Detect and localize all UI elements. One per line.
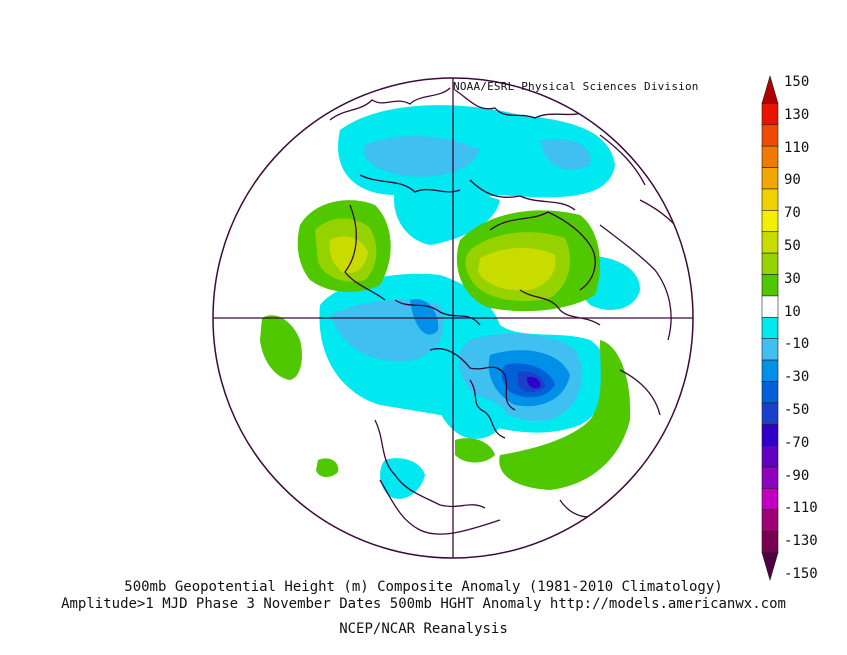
- colorbar-label: 110: [784, 139, 810, 156]
- colorbar-segment: [761, 188, 779, 211]
- central-negative-region: [319, 273, 609, 433]
- colorbar-segment: [761, 210, 779, 233]
- colorbar-segment: [761, 338, 779, 361]
- north-pacific-positive-region: [297, 200, 391, 292]
- colorbar-label: 50: [784, 238, 801, 254]
- colorbar-segment: [761, 509, 779, 532]
- atlantic-small-positive-region: [455, 438, 495, 463]
- colorbar-segment: [761, 445, 779, 468]
- colorbar-segment: [761, 317, 779, 339]
- caption-line-1: 500mb Geopotential Height (m) Composite …: [124, 579, 723, 595]
- gulf-negative-region: [380, 458, 425, 499]
- pacific-small-positive-region: [316, 458, 339, 478]
- colorbar-label: -10: [784, 336, 810, 353]
- colorbar-segment: [761, 167, 779, 190]
- colorbar-segment: [761, 381, 779, 404]
- colorbar-segment: [761, 124, 779, 147]
- colorbar-segment: [761, 145, 779, 168]
- colorbar-segment: [761, 74, 779, 104]
- colorbar-segment: [761, 466, 779, 489]
- colorbar-segment: [761, 231, 779, 254]
- coastlines: [329, 87, 689, 535]
- colorbar-label: 90: [784, 172, 801, 189]
- hudson-bay-negative-region: [438, 393, 505, 439]
- colorbar-segment: [761, 530, 779, 553]
- credit-text: NOAA/ESRL Physical Sciences Division: [453, 80, 699, 93]
- colorbar-segment: [761, 488, 779, 511]
- arctic-negative-region: [338, 105, 615, 245]
- colorbar-label: 70: [784, 205, 801, 222]
- colorbar-segment: [761, 423, 779, 446]
- colorbar-label: -110: [784, 500, 818, 517]
- colorbar-label: -30: [784, 369, 810, 386]
- colorbar-label: 130: [784, 106, 810, 123]
- colorbar-segment: [761, 274, 779, 297]
- colorbar-segment: [761, 103, 779, 126]
- caption-line-2: Amplitude>1 MJD Phase 3 November Dates 5…: [61, 596, 786, 612]
- central-pacific-positive-region: [260, 315, 302, 380]
- caption-line-3: NCEP/NCAR Reanalysis: [339, 621, 508, 637]
- map-boundary: [212, 77, 694, 559]
- colorbar-segment: [761, 402, 779, 425]
- colorbar-label: 10: [784, 303, 801, 320]
- colorbar-segment: [761, 295, 779, 318]
- western-atlantic-positive-region: [499, 340, 631, 490]
- colorbar-label: -130: [784, 533, 818, 550]
- colorbar-label: -70: [784, 434, 810, 451]
- colorbar-label: -50: [784, 402, 810, 418]
- colorbar-label: -150: [784, 566, 818, 582]
- north-atlantic-positive-region: [456, 210, 600, 312]
- colorbar-label: 150: [784, 74, 810, 90]
- colorbar-segment: [761, 252, 779, 275]
- colorbar-label: 30: [784, 270, 801, 287]
- colorbar-segment: [761, 359, 779, 382]
- colorbar-segment: [761, 552, 779, 582]
- colorbar-label: -90: [784, 467, 810, 484]
- anomaly-field: [260, 87, 689, 535]
